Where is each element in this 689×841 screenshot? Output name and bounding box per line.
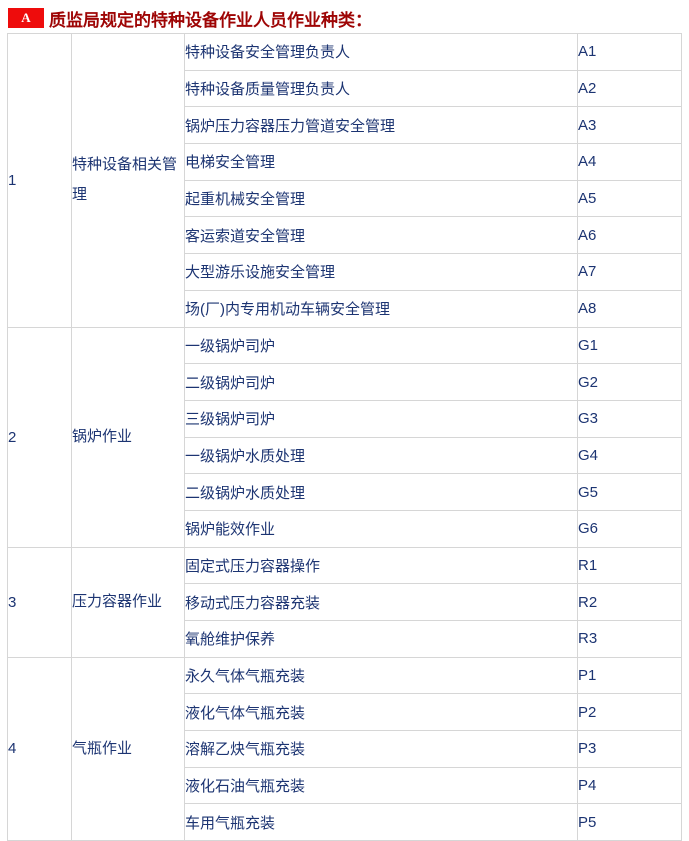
- job-code-cell: A2: [577, 69, 682, 108]
- job-code-cell: A5: [577, 179, 682, 218]
- table-row: 特种设备质量管理负责人 A2: [8, 69, 682, 108]
- job-name-cell: 场(厂)内专用机动车辆安全管理: [184, 289, 578, 328]
- table-row: 二级锅炉水质处理 G5: [8, 473, 682, 511]
- job-name-cell: 氧舱维护保养: [184, 620, 578, 658]
- job-code-cell: A8: [577, 289, 682, 328]
- job-code-cell: A4: [577, 143, 682, 181]
- group-number-cell: 4: [7, 656, 72, 841]
- job-code-cell: A1: [577, 33, 682, 71]
- job-name-cell: 客运索道安全管理: [184, 216, 578, 255]
- job-code-cell: A3: [577, 106, 682, 145]
- job-code-cell: P3: [577, 730, 682, 768]
- job-code-cell: P2: [577, 693, 682, 732]
- job-code-cell: R1: [577, 546, 682, 585]
- job-name-cell: 液化气体气瓶充装: [184, 693, 578, 732]
- job-code-cell: G1: [577, 326, 682, 365]
- table-row: 客运索道安全管理 A6: [8, 216, 682, 255]
- job-code-cell: G5: [577, 473, 682, 511]
- table-row: 3 压力容器作业 固定式压力容器操作 R1: [7, 546, 682, 658]
- table-row: 锅炉压力容器压力管道安全管理 A3: [8, 106, 682, 145]
- job-name-cell: 移动式压力容器充装: [184, 583, 578, 621]
- table-row: 2 锅炉作业 一级锅炉司炉 G1: [7, 326, 682, 548]
- job-name-cell: 三级锅炉司炉: [184, 399, 578, 438]
- job-name-cell: 特种设备质量管理负责人: [184, 69, 578, 108]
- job-name-cell: 特种设备安全管理负责人: [184, 33, 578, 71]
- section-a-badge: A: [8, 8, 44, 28]
- table-row: 移动式压力容器充装 R2: [8, 583, 682, 621]
- job-code-cell: G2: [577, 363, 682, 401]
- group-number-cell: 2: [7, 326, 72, 548]
- job-code-cell: R3: [577, 620, 682, 658]
- job-name-cell: 大型游乐设施安全管理: [184, 253, 578, 291]
- job-code-cell: G6: [577, 509, 682, 548]
- job-code-cell: P5: [577, 803, 682, 841]
- table-row: 溶解乙炔气瓶充装 P3: [8, 730, 682, 768]
- job-code-cell: P4: [577, 766, 682, 805]
- table-row: 电梯安全管理 A4: [8, 143, 682, 181]
- job-code-cell: G4: [577, 436, 682, 475]
- table-row: 液化石油气瓶充装 P4: [8, 766, 682, 805]
- group-category-cell: 气瓶作业: [71, 656, 185, 841]
- table-row: 锅炉能效作业 G6: [8, 509, 682, 548]
- job-name-cell: 锅炉能效作业: [184, 509, 578, 548]
- table-row: 1 特种设备相关管理 特种设备安全管理负责人 A1: [7, 33, 682, 328]
- job-name-cell: 起重机械安全管理: [184, 179, 578, 218]
- group-category-cell: 特种设备相关管理: [71, 33, 185, 328]
- job-name-cell: 电梯安全管理: [184, 143, 578, 181]
- job-code-cell: A6: [577, 216, 682, 255]
- page-title: A 质监局规定的特种设备作业人员作业种类：: [0, 0, 689, 30]
- page-title-text: 质监局规定的特种设备作业人员作业种类：: [49, 10, 372, 30]
- table-body: 1 特种设备相关管理 特种设备安全管理负责人 A1 特种设备质量管理负责人 A2 锅炉压力容…: [7, 33, 682, 841]
- table-row: 起重机械安全管理 A5: [8, 179, 682, 218]
- table-row: 三级锅炉司炉 G3: [8, 399, 682, 438]
- job-name-cell: 锅炉压力容器压力管道安全管理: [184, 106, 578, 145]
- job-name-cell: 永久气体气瓶充装: [184, 656, 578, 695]
- table-row: 车用气瓶充装 P5: [8, 803, 682, 841]
- job-name-cell: 二级锅炉司炉: [184, 363, 578, 401]
- job-name-cell: 固定式压力容器操作: [184, 546, 578, 585]
- table-row: 氧舱维护保养 R3: [8, 620, 682, 658]
- group-category-cell: 压力容器作业: [71, 546, 185, 658]
- table-row: 大型游乐设施安全管理 A7: [8, 253, 682, 291]
- job-code-cell: G3: [577, 399, 682, 438]
- table-row: 场(厂)内专用机动车辆安全管理 A8: [8, 289, 682, 328]
- job-name-cell: 二级锅炉水质处理: [184, 473, 578, 511]
- job-code-cell: A7: [577, 253, 682, 291]
- table-row: 液化气体气瓶充装 P2: [8, 693, 682, 732]
- group-number-cell: 3: [7, 546, 72, 658]
- job-name-cell: 溶解乙炔气瓶充装: [184, 730, 578, 768]
- job-name-cell: 车用气瓶充装: [184, 803, 578, 841]
- job-categories-table: 1 特种设备相关管理 特种设备安全管理负责人 A1 特种设备质量管理负责人 A2 锅炉压力容…: [7, 33, 682, 841]
- job-name-cell: 一级锅炉司炉: [184, 326, 578, 365]
- table-row: 二级锅炉司炉 G2: [8, 363, 682, 401]
- job-name-cell: 一级锅炉水质处理: [184, 436, 578, 475]
- job-code-cell: R2: [577, 583, 682, 621]
- table-row: 4 气瓶作业 永久气体气瓶充装 P1: [7, 656, 682, 841]
- group-number-cell: 1: [7, 33, 72, 328]
- job-code-cell: P1: [577, 656, 682, 695]
- group-category-cell: 锅炉作业: [71, 326, 185, 548]
- job-name-cell: 液化石油气瓶充装: [184, 766, 578, 805]
